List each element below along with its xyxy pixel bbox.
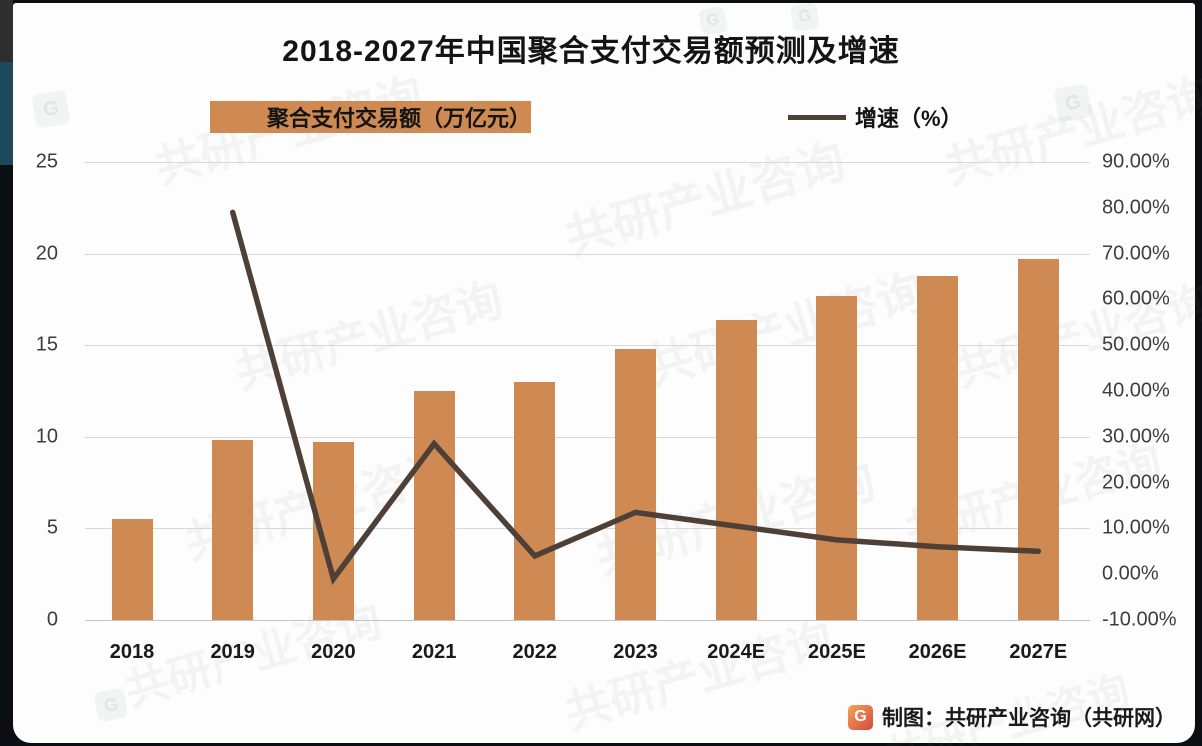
left-edge-teal-strip: [0, 62, 13, 165]
chart-panel-background: [13, 3, 1195, 743]
legend-item-line-series: 增速（%）: [788, 101, 963, 133]
bar-series-legend-label: 聚合支付交易额（万亿元）: [267, 106, 532, 131]
footer-credit-text: 制图：共研产业咨询（共研网）: [882, 707, 1176, 730]
line-series-legend-label: 增速（%）: [855, 106, 963, 131]
left-edge-dark-strip: [0, 0, 13, 62]
bar-series-swatch-icon: [210, 110, 258, 124]
chart-title: 2018-2027年中国聚合支付交易额预测及增速: [282, 35, 900, 68]
line-series-swatch-icon: [788, 114, 846, 120]
footer-credit-row: G 制图：共研产业咨询（共研网）: [848, 702, 1176, 732]
legend-item-bar-series: 聚合支付交易额（万亿元）: [210, 101, 532, 133]
gongyan-logo-icon: G: [848, 704, 873, 730]
